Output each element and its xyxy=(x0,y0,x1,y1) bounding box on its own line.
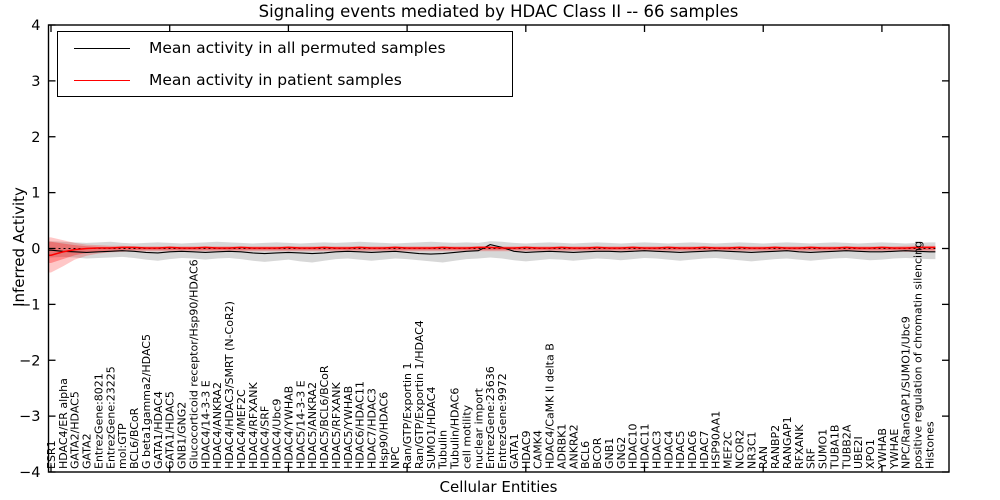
y-tick-label: −1 xyxy=(19,297,40,313)
x-tick-label: GATA1/HDAC5 xyxy=(164,391,177,469)
y-tick-label: −2 xyxy=(19,353,40,369)
x-tick-label: BCL6 xyxy=(579,441,592,469)
x-tick-label: HDAC7/HDAC3 xyxy=(365,388,378,469)
x-tick-label: HDAC4/ER alpha xyxy=(57,378,70,469)
x-tick-label: HDAC5/YWHAB xyxy=(342,386,355,469)
x-tick-label: Hsp90/HDAC6 xyxy=(377,392,390,469)
x-tick-label: mol:GTP xyxy=(116,423,129,469)
x-tick-label: HDAC4/ANKRA2 xyxy=(211,382,224,469)
x-tick-label: YWHAB xyxy=(876,428,889,470)
patient-line-sample-icon xyxy=(74,79,130,81)
x-tick-label: HDAC4 xyxy=(662,430,675,469)
y-tick-label: 0 xyxy=(31,242,40,258)
y-tick-label: 1 xyxy=(31,186,40,202)
x-tick-label: SUMO1 xyxy=(817,429,830,469)
x-tick-label: GATA2/HDAC5 xyxy=(69,391,82,469)
y-tick-label: 3 xyxy=(31,74,40,90)
x-tick-label: RFXANK xyxy=(793,424,806,469)
x-tick-label: HDAC10 xyxy=(627,423,640,469)
x-tick-label: HSP90AA1 xyxy=(710,411,723,469)
legend-item-permuted: Mean activity in all permuted samples xyxy=(58,33,512,63)
x-tick-label: Tubulin xyxy=(437,430,450,470)
x-tick-label: HDAC4/14-3-3 E xyxy=(199,380,212,469)
x-tick-label: ANKRA2 xyxy=(567,424,580,469)
legend: Mean activity in all permuted samples Me… xyxy=(57,31,513,97)
x-tick-label: EntrezGene:8021 xyxy=(92,373,105,469)
x-tick-label: G beta1gamma2/HDAC5 xyxy=(140,334,153,469)
x-tick-label: GNB1 xyxy=(603,438,616,469)
x-tick-label: GNB1/GNG2 xyxy=(176,402,189,469)
x-tick-label: HDAC4/Ubc9 xyxy=(271,399,284,469)
x-tick-label: HDAC4/RFXANK xyxy=(247,381,260,469)
y-tick-label: −4 xyxy=(19,465,40,481)
x-tick-label: SUMO1/HDAC4 xyxy=(425,387,438,469)
x-tick-label: BCOR xyxy=(591,437,604,469)
chart-title: Signaling events mediated by HDAC Class … xyxy=(258,2,739,21)
x-tick-label: Histones xyxy=(923,421,936,469)
x-tick-label: HDAC5 xyxy=(674,430,687,469)
x-tick-label: CAMK4 xyxy=(532,430,545,469)
x-tick-label: HDAC5/14-3-3 E xyxy=(294,380,307,469)
y-tick-label: −3 xyxy=(19,409,40,425)
x-tick-label: EntrezGene:9972 xyxy=(496,373,509,469)
x-tick-label: GATA2 xyxy=(81,433,94,469)
x-tick-label: cell motility xyxy=(460,404,473,469)
legend-label-permuted: Mean activity in all permuted samples xyxy=(149,39,446,57)
x-tick-label: Ran/GTP/Exportin 1/HDAC4 xyxy=(413,320,426,469)
x-tick-label: SRF xyxy=(805,448,818,469)
x-tick-label: TUBA1B xyxy=(828,425,841,470)
permuted-samples-range-band xyxy=(48,241,936,263)
x-tick-label: RANGAP1 xyxy=(781,416,794,469)
permuted-line-sample-icon xyxy=(74,47,130,49)
x-tick-label: HDAC5/RFXANK xyxy=(330,381,343,469)
x-tick-label: positive regulation of chromatin silenci… xyxy=(912,241,925,469)
x-tick-label: YWHAE xyxy=(888,429,901,470)
x-tick-label: Tubulin/HDAC6 xyxy=(449,388,462,470)
x-tick-label: HDAC5/BCL6/BCoR xyxy=(318,365,331,469)
x-tick-label: GATA1/HDAC4 xyxy=(152,391,165,469)
x-tick-label: TUBB2A xyxy=(840,424,853,470)
x-tick-label: EntrezGene:23225 xyxy=(104,366,117,469)
x-tick-label: XPO1 xyxy=(864,439,877,469)
x-tick-label: HDAC7 xyxy=(698,430,711,469)
x-tick-label: nuclear import xyxy=(472,387,485,469)
x-tick-label: NCOR2 xyxy=(733,430,746,469)
x-tick-label: HDAC6/HDAC11 xyxy=(354,381,367,469)
x-tick-label: RAN xyxy=(757,446,770,469)
x-axis-label: Cellular Entities xyxy=(439,478,558,496)
x-tick-label: HDAC6 xyxy=(686,430,699,469)
x-tick-label: ADRBK1 xyxy=(555,424,568,469)
x-tick-label: BCL6/BCoR xyxy=(128,407,141,469)
x-tick-label: HDAC5/ANKRA2 xyxy=(306,382,319,469)
y-tick-label: 4 xyxy=(31,18,40,34)
x-tick-label: Glucocorticoid receptor/Hsp90/HDAC6 xyxy=(187,259,200,469)
x-tick-label: MEF2C xyxy=(722,431,735,469)
y-axis-label: Inferred Activity xyxy=(10,187,28,307)
x-tick-label: UBE2I xyxy=(852,436,865,469)
x-tick-label: NR3C1 xyxy=(745,431,758,469)
legend-label-patient: Mean activity in patient samples xyxy=(149,71,402,89)
x-tick-label: GATA1 xyxy=(508,433,521,469)
x-tick-label: GNG2 xyxy=(615,437,628,469)
legend-item-patient: Mean activity in patient samples xyxy=(58,65,512,95)
x-tick-label: NPC/RanGAP1/SUMO1/Ubc9 xyxy=(900,316,913,469)
x-tick-label: HDAC4/CaMK II delta B xyxy=(544,343,557,469)
x-tick-label: HDAC4/HDAC3/SMRT (N-CoR2) xyxy=(223,301,236,469)
x-tick-label: HDAC3 xyxy=(650,430,663,469)
x-tick-label: RANBP2 xyxy=(769,425,782,469)
x-tick-label: Ran/GTP/Exportin 1 xyxy=(401,362,414,469)
x-tick-label: HDAC4/SRF xyxy=(259,406,272,469)
permuted-mean-line xyxy=(48,244,936,255)
x-tick-label: HDAC9 xyxy=(520,430,533,469)
y-tick-label: 2 xyxy=(31,130,40,146)
x-tick-label: EntrezGene:23636 xyxy=(484,366,497,469)
x-tick-label: HDAC11 xyxy=(639,423,652,469)
x-tick-label: HDAC4/YWHAB xyxy=(282,386,295,469)
x-tick-label: NPC xyxy=(389,446,402,469)
patient-mean-line xyxy=(48,246,936,256)
x-tick-label: HDAC4/MEF2C xyxy=(235,389,248,469)
